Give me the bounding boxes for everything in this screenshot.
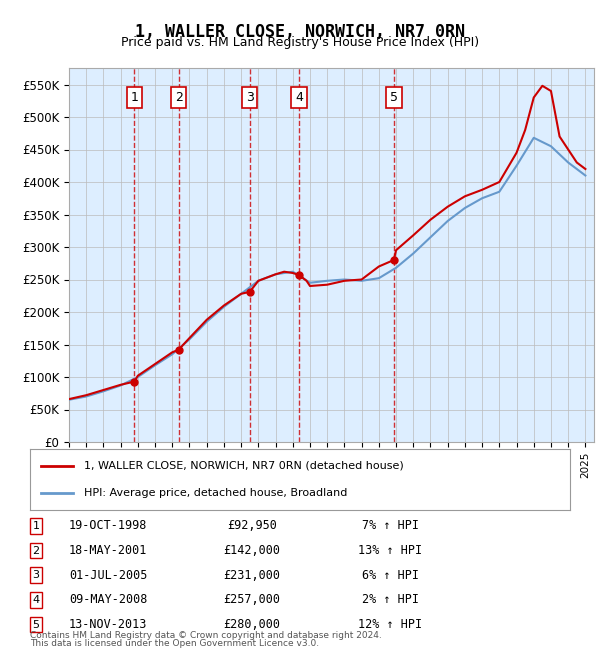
Text: 1: 1 xyxy=(32,521,40,531)
Text: 13-NOV-2013: 13-NOV-2013 xyxy=(69,618,147,631)
Text: £280,000: £280,000 xyxy=(223,618,281,631)
Text: 2: 2 xyxy=(32,545,40,556)
Text: 18-MAY-2001: 18-MAY-2001 xyxy=(69,544,147,557)
Text: £142,000: £142,000 xyxy=(223,544,281,557)
Text: 4: 4 xyxy=(295,91,303,104)
Text: £231,000: £231,000 xyxy=(223,569,281,582)
Text: This data is licensed under the Open Government Licence v3.0.: This data is licensed under the Open Gov… xyxy=(30,639,319,648)
Text: 5: 5 xyxy=(390,91,398,104)
Text: 12% ↑ HPI: 12% ↑ HPI xyxy=(358,618,422,631)
Text: Contains HM Land Registry data © Crown copyright and database right 2024.: Contains HM Land Registry data © Crown c… xyxy=(30,631,382,640)
Text: 5: 5 xyxy=(32,619,40,630)
Text: 6% ↑ HPI: 6% ↑ HPI xyxy=(361,569,419,582)
Text: 2% ↑ HPI: 2% ↑ HPI xyxy=(361,593,419,606)
Text: £92,950: £92,950 xyxy=(227,519,277,532)
Text: 7% ↑ HPI: 7% ↑ HPI xyxy=(361,519,419,532)
Text: 2: 2 xyxy=(175,91,182,104)
Text: 09-MAY-2008: 09-MAY-2008 xyxy=(69,593,147,606)
Text: £257,000: £257,000 xyxy=(223,593,281,606)
Text: 4: 4 xyxy=(32,595,40,605)
Text: HPI: Average price, detached house, Broadland: HPI: Average price, detached house, Broa… xyxy=(84,488,347,498)
Text: 19-OCT-1998: 19-OCT-1998 xyxy=(69,519,147,532)
Text: 3: 3 xyxy=(32,570,40,580)
Text: 1, WALLER CLOSE, NORWICH, NR7 0RN: 1, WALLER CLOSE, NORWICH, NR7 0RN xyxy=(135,23,465,41)
Text: 01-JUL-2005: 01-JUL-2005 xyxy=(69,569,147,582)
Text: Price paid vs. HM Land Registry's House Price Index (HPI): Price paid vs. HM Land Registry's House … xyxy=(121,36,479,49)
Text: 3: 3 xyxy=(246,91,254,104)
Text: 13% ↑ HPI: 13% ↑ HPI xyxy=(358,544,422,557)
Text: 1: 1 xyxy=(130,91,139,104)
Text: 1, WALLER CLOSE, NORWICH, NR7 0RN (detached house): 1, WALLER CLOSE, NORWICH, NR7 0RN (detac… xyxy=(84,461,404,471)
